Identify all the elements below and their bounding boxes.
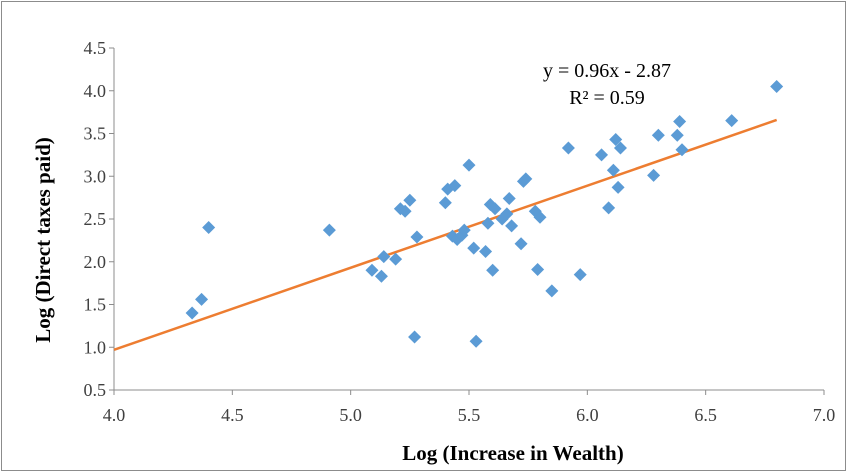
- x-tick-label: 6.5: [694, 405, 717, 425]
- data-point: [531, 262, 545, 276]
- data-point: [403, 193, 417, 207]
- data-point: [481, 216, 495, 230]
- x-tick-label: 5.5: [458, 405, 481, 425]
- data-point: [469, 334, 483, 348]
- y-tick-label: 3.5: [84, 124, 107, 144]
- data-point: [606, 163, 620, 177]
- data-point: [519, 172, 533, 186]
- data-point: [408, 330, 422, 344]
- data-point: [545, 284, 559, 298]
- data-point: [595, 148, 609, 162]
- data-point: [398, 204, 412, 218]
- y-tick-label: 1.5: [84, 295, 107, 315]
- data-point: [651, 128, 665, 142]
- data-point: [647, 168, 661, 182]
- data-point: [613, 141, 627, 155]
- data-point: [479, 244, 493, 258]
- axes: [113, 48, 824, 391]
- y-tick-label: 3.0: [84, 166, 107, 186]
- data-point: [670, 128, 684, 142]
- x-tick-label: 4.0: [103, 405, 126, 425]
- data-point: [377, 250, 391, 264]
- data-point: [500, 207, 514, 221]
- x-axis-title: Log (Increase in Wealth): [402, 441, 623, 465]
- data-point: [374, 269, 388, 283]
- y-tick-label: 4.0: [84, 81, 107, 101]
- data-point: [448, 179, 462, 193]
- r-squared-label: R² = 0.59: [569, 87, 645, 109]
- data-point: [462, 158, 476, 172]
- data-point: [322, 223, 336, 237]
- data-point: [725, 114, 739, 128]
- data-point: [675, 143, 689, 157]
- y-tick-label: 2.0: [84, 252, 107, 272]
- data-point: [195, 292, 209, 306]
- data-points: [185, 79, 784, 348]
- data-point: [438, 196, 452, 210]
- data-point: [514, 237, 528, 251]
- y-tick-label: 2.5: [84, 209, 107, 229]
- data-point: [770, 79, 784, 93]
- data-point: [488, 202, 502, 216]
- x-tick-label: 5.0: [339, 405, 362, 425]
- data-point: [185, 306, 199, 320]
- data-point: [505, 219, 519, 233]
- data-point: [486, 263, 500, 277]
- data-point: [561, 141, 575, 155]
- data-point: [573, 268, 587, 282]
- data-point: [602, 201, 616, 215]
- data-point: [365, 263, 379, 277]
- trendline-group: [113, 118, 778, 351]
- trendline-equation: y = 0.96x - 2.87: [543, 60, 671, 82]
- x-tick-label: 6.0: [576, 405, 599, 425]
- data-point: [410, 230, 424, 244]
- y-tick-label: 0.5: [84, 380, 107, 400]
- data-point: [202, 221, 216, 235]
- data-point: [611, 180, 625, 194]
- data-point: [457, 223, 471, 237]
- data-point: [467, 241, 481, 255]
- trendline: [113, 118, 778, 351]
- data-point: [502, 191, 516, 205]
- data-point: [389, 252, 403, 266]
- y-tick-label: 1.0: [84, 337, 107, 357]
- x-tick-label: 4.5: [221, 405, 244, 425]
- data-point: [609, 132, 623, 146]
- data-point: [673, 115, 687, 129]
- y-axis-title: Log (Direct taxes paid): [31, 137, 55, 343]
- y-tick-label: 4.5: [84, 38, 107, 58]
- x-tick-label: 7.0: [813, 405, 836, 425]
- x-tick-labels: 4.0 4.5 5.0 5.5 6.0 6.5 7.0: [103, 390, 836, 425]
- y-tick-labels: 0.5 1.0 1.5 2.0 2.5 3.0 3.5 4.0 4.5: [84, 38, 114, 400]
- data-point: [533, 210, 547, 224]
